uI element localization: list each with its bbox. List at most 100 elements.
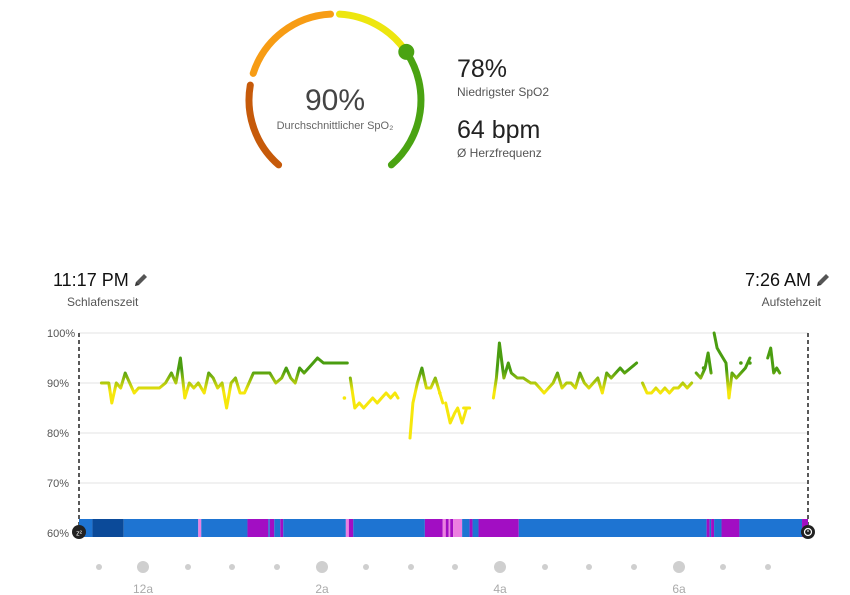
sleep-stage-light xyxy=(274,519,281,537)
sleep-stage-bar xyxy=(79,519,808,537)
hour-marker-minor xyxy=(408,564,414,570)
spo2-dot xyxy=(739,361,743,365)
sleep-stage-awake xyxy=(198,519,202,537)
hour-marker-minor xyxy=(586,564,592,570)
spo2-line-segment xyxy=(348,376,400,410)
hour-marker-minor xyxy=(631,564,637,570)
avg-spo2-label: Durchschnittlicher SpO₂ xyxy=(276,120,394,132)
spo2-line-segment xyxy=(491,341,639,400)
sleep-stage-light xyxy=(353,519,425,537)
spo2-dot xyxy=(701,366,706,370)
sleep-stage-awake xyxy=(448,519,451,537)
hour-marker-major xyxy=(316,561,328,573)
sleep-stage-rem xyxy=(711,519,715,537)
bedtime-label: Schlafenszeit xyxy=(67,295,139,309)
sleep-stage-rem xyxy=(721,519,740,537)
waketime-block: 7:26 AM Aufstehzeit xyxy=(745,270,831,309)
sleep-stage-rem xyxy=(469,519,473,537)
hour-label: 6a xyxy=(672,582,686,595)
heart-rate-stat: 64 bpm Ø Herzfrequenz xyxy=(457,116,542,160)
sleep-stage-light xyxy=(268,519,270,537)
spo2-line-segment xyxy=(99,356,349,410)
hour-marker-minor xyxy=(185,564,191,570)
sleep-stage-light xyxy=(472,519,479,537)
spo2-line-segment xyxy=(408,366,445,440)
spo2-line-segment xyxy=(766,346,782,375)
bedtime-block: 11:17 PM Schlafenszeit xyxy=(53,270,149,309)
spo2-dot xyxy=(438,391,442,395)
hour-marker-minor xyxy=(765,564,771,570)
spo2-line-segment xyxy=(641,381,694,395)
spo2-line-segment xyxy=(444,401,469,425)
spo2-dot xyxy=(748,361,752,365)
sleep-stage-awake xyxy=(345,519,349,537)
hour-label: 2a xyxy=(315,582,329,595)
hour-marker-major xyxy=(137,561,149,573)
hour-marker-minor xyxy=(542,564,548,570)
hour-marker-major xyxy=(494,561,506,573)
waketime-label: Aufstehzeit xyxy=(761,295,821,309)
hour-label: 4a xyxy=(493,582,507,595)
sleep-stage-rem xyxy=(269,519,275,537)
lowest-spo2-label: Niedrigster SpO2 xyxy=(457,85,550,99)
y-tick-label: 100% xyxy=(47,328,75,340)
y-tick-label: 80% xyxy=(47,428,69,440)
gauge-center: 90% Durchschnittlicher SpO₂ xyxy=(240,84,430,132)
gauge-arc-high xyxy=(336,10,409,55)
sleep-stage-light xyxy=(462,519,470,537)
y-tick-label: 60% xyxy=(47,528,69,540)
spo2-gauge xyxy=(245,10,425,169)
sleep-stage-light xyxy=(201,519,248,537)
heart-rate-label: Ø Herzfrequenz xyxy=(457,146,542,160)
spo2-series xyxy=(99,331,782,440)
chart-grid xyxy=(79,332,808,484)
sleep-stage-rem xyxy=(348,519,354,537)
lowest-spo2-value: 78% xyxy=(457,55,508,83)
edit-bedtime-pencil-icon[interactable] xyxy=(133,272,149,288)
sleep-stage-rem xyxy=(424,519,443,537)
gauge-arc-low xyxy=(245,81,283,169)
bed-icon: z² xyxy=(72,525,86,539)
bedtime-value: 11:17 PM xyxy=(53,270,129,290)
sleep-stage-rem xyxy=(706,519,710,537)
sleep-stage-light xyxy=(123,519,199,537)
hour-marker-minor xyxy=(229,564,235,570)
y-tick-label: 70% xyxy=(47,478,69,490)
sleep-stage-awake xyxy=(442,519,446,537)
spo2-line-segment xyxy=(712,331,752,400)
gauge-marker xyxy=(398,43,415,60)
avg-spo2-value: 90% xyxy=(304,84,366,117)
sleep-stage-rem xyxy=(280,519,284,537)
hour-marker-minor xyxy=(720,564,726,570)
sleep-stage-light xyxy=(283,519,346,537)
edit-waketime-pencil-icon[interactable] xyxy=(815,272,831,288)
hour-marker-minor xyxy=(363,564,369,570)
gauge-arc-mid xyxy=(249,10,334,77)
sleep-stage-rem xyxy=(478,519,519,537)
hour-marker-minor xyxy=(96,564,102,570)
y-tick-label: 90% xyxy=(47,378,69,390)
gauge-arc-top xyxy=(387,49,425,169)
sleep-stage-rem xyxy=(445,519,449,537)
y-axis-ticks: 60% 70% 80% 90% 100% xyxy=(47,328,75,540)
hour-marker-major xyxy=(673,561,685,573)
hour-timeline: 12a 2a 4a 6a xyxy=(96,561,771,595)
waketime-value: 7:26 AM xyxy=(744,270,811,290)
hour-marker-minor xyxy=(274,564,280,570)
spo2-line-segment xyxy=(694,351,713,380)
sleep-stage-rem xyxy=(450,519,454,537)
alarm-clock-icon xyxy=(801,525,815,539)
sleep-stage-deep xyxy=(92,519,124,537)
hour-marker-minor xyxy=(452,564,458,570)
sleep-stage-light xyxy=(739,519,803,537)
lowest-spo2-stat: 78% Niedrigster SpO2 xyxy=(457,55,549,99)
sleep-stage-rem xyxy=(247,519,269,537)
svg-text:z²: z² xyxy=(76,531,83,538)
sleep-stage-awake xyxy=(453,519,463,537)
sleep-stage-light xyxy=(518,519,707,537)
spo2-chart: 60% 70% 80% 90% 100% z² 12a 2a 4a 6a xyxy=(47,328,815,595)
hour-label: 12a xyxy=(133,582,153,595)
spo2-dot xyxy=(342,396,347,400)
heart-rate-value: 64 bpm xyxy=(457,116,541,144)
sleep-stage-light xyxy=(709,519,712,537)
